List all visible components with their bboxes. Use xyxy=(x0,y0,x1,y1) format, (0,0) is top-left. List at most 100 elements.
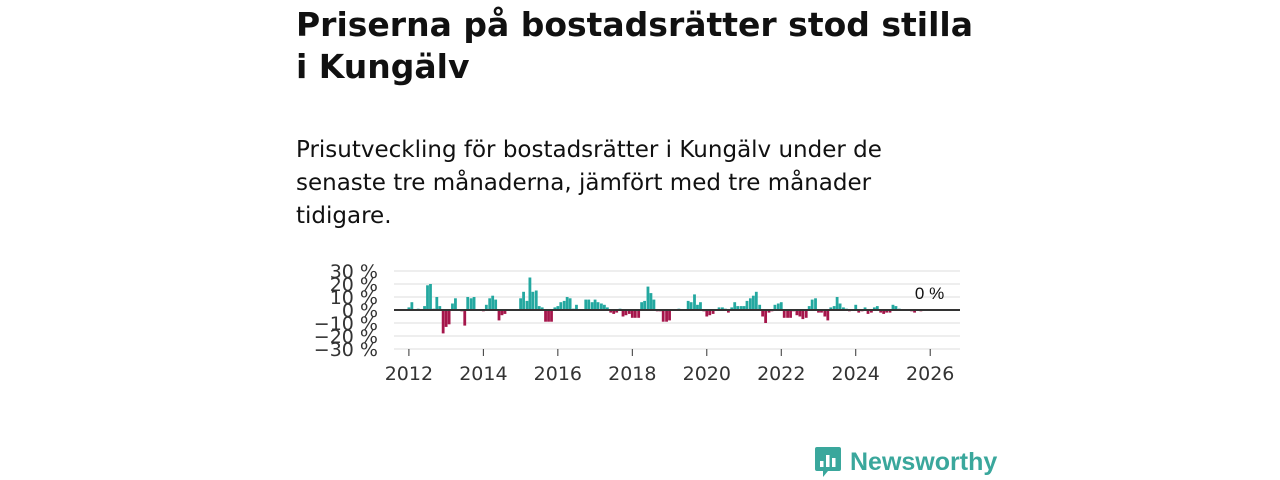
bar xyxy=(668,310,671,321)
chart-card: Priserna på bostadsrätter stod stilla i … xyxy=(296,0,997,480)
bar xyxy=(600,303,603,310)
newsworthy-brand: Newsworthy xyxy=(814,444,997,480)
bar xyxy=(726,310,730,313)
bar xyxy=(801,310,805,320)
bar xyxy=(891,304,895,310)
bar xyxy=(745,300,749,310)
bar xyxy=(519,298,523,310)
bar xyxy=(553,307,557,310)
bar xyxy=(559,302,563,310)
y-tick-label: 10 % xyxy=(330,287,378,309)
bar xyxy=(913,310,916,313)
bar xyxy=(497,310,501,321)
bar xyxy=(615,310,619,313)
bar xyxy=(761,310,765,317)
x-tick-label: 2022 xyxy=(757,363,805,385)
bar xyxy=(590,302,594,310)
bar xyxy=(609,310,613,313)
page-title: Priserna på bostadsrätter stod stilla i … xyxy=(296,5,973,86)
bar xyxy=(438,306,442,310)
bar xyxy=(869,310,873,313)
bar xyxy=(857,310,861,313)
bar xyxy=(686,300,690,310)
bar xyxy=(540,307,544,310)
bar xyxy=(466,297,470,310)
bar xyxy=(661,310,665,322)
bar xyxy=(693,294,696,310)
bar xyxy=(494,299,498,310)
bar xyxy=(602,304,606,310)
bar xyxy=(550,310,553,322)
bar xyxy=(730,307,734,310)
bar xyxy=(721,307,724,310)
bar xyxy=(649,293,653,310)
bar xyxy=(736,306,740,310)
bar xyxy=(596,302,600,310)
bar xyxy=(627,310,631,314)
bar xyxy=(872,307,876,310)
bar xyxy=(637,310,641,318)
bar xyxy=(708,310,712,316)
bar xyxy=(426,285,429,310)
bar xyxy=(537,306,541,310)
bar xyxy=(782,310,786,318)
bar xyxy=(429,284,432,310)
bar xyxy=(665,310,668,322)
bar xyxy=(882,310,886,314)
y-tick-label: −30 % xyxy=(314,339,378,361)
x-tick-label: 2024 xyxy=(832,363,880,385)
bar xyxy=(503,310,507,314)
newsworthy-logo-icon xyxy=(815,447,841,477)
bar xyxy=(547,310,550,322)
bar xyxy=(832,306,836,310)
bar xyxy=(717,307,721,310)
bar xyxy=(463,310,467,326)
bar xyxy=(767,310,771,313)
bar xyxy=(829,307,833,310)
bar xyxy=(500,310,504,316)
bar xyxy=(484,304,488,310)
bar xyxy=(646,286,650,310)
bar xyxy=(751,295,755,310)
bar xyxy=(630,310,634,318)
bar xyxy=(469,298,473,310)
bar xyxy=(823,310,827,317)
bar xyxy=(879,310,883,313)
bar xyxy=(786,310,789,318)
bar xyxy=(696,304,699,310)
bar xyxy=(810,299,814,310)
bar xyxy=(789,310,792,318)
bar xyxy=(894,306,898,310)
bar xyxy=(444,310,448,327)
bar xyxy=(605,307,609,310)
bar xyxy=(798,310,802,317)
x-tick-label: 2012 xyxy=(385,363,433,385)
bar xyxy=(575,304,578,310)
x-tick-label: 2016 xyxy=(534,363,582,385)
bar xyxy=(643,300,646,310)
bar xyxy=(556,306,560,310)
bar xyxy=(534,290,538,310)
brand-name: Newsworthy xyxy=(850,447,998,476)
bar xyxy=(587,299,591,310)
bar xyxy=(779,302,783,310)
bar xyxy=(826,310,830,321)
bar xyxy=(748,298,752,310)
y-tick-label: 0 % xyxy=(342,300,378,322)
x-tick-label: 2014 xyxy=(459,363,507,385)
bar xyxy=(435,297,439,310)
x-tick-label: 2020 xyxy=(683,363,731,385)
bar xyxy=(776,303,780,310)
bar xyxy=(472,297,476,310)
latest-value-label: 0 % xyxy=(915,284,944,303)
bar xyxy=(838,303,842,310)
price-change-bar-chart: 30 %20 %10 %0 %−10 %−20 %−30 % 2012 2014 2… xyxy=(314,261,960,385)
bar xyxy=(699,302,702,310)
bar xyxy=(612,310,616,314)
bar xyxy=(863,307,867,310)
bar xyxy=(742,306,746,310)
bar xyxy=(621,310,625,317)
bar xyxy=(562,300,566,310)
y-tick-label: −20 % xyxy=(314,326,378,348)
bar xyxy=(773,304,777,310)
